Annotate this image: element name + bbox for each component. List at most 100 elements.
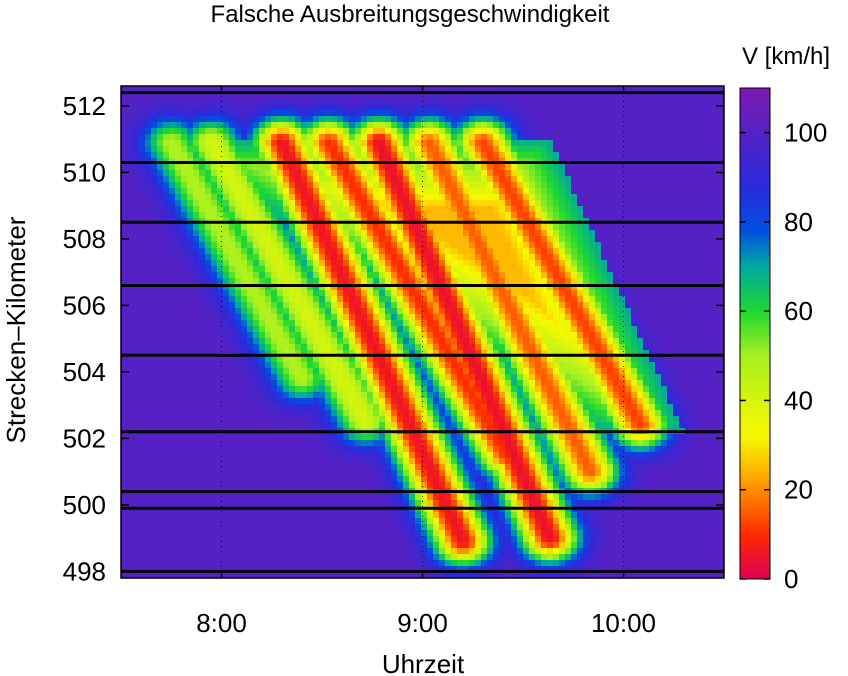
heatmap-cell <box>493 356 500 363</box>
heatmap-cell <box>205 176 212 183</box>
heatmap-cell <box>529 152 536 159</box>
heatmap-cell <box>391 188 398 195</box>
heatmap-cell <box>655 236 662 243</box>
heatmap-cell <box>577 92 584 99</box>
heatmap-cell <box>235 308 242 315</box>
heatmap-cell <box>217 266 224 273</box>
heatmap-cell <box>133 266 140 273</box>
heatmap-cell <box>403 326 410 333</box>
heatmap-cell <box>547 302 554 309</box>
heatmap-cell <box>289 356 296 363</box>
heatmap-cell <box>223 284 230 291</box>
heatmap-cell <box>121 332 128 339</box>
heatmap-cell <box>631 104 638 111</box>
heatmap-cell <box>559 278 566 285</box>
heatmap-cell <box>607 212 614 219</box>
heatmap-cell <box>151 362 158 369</box>
heatmap-cell <box>541 374 548 381</box>
heatmap-cell <box>583 278 590 285</box>
heatmap-cell <box>643 116 650 123</box>
heatmap-cell <box>505 134 512 141</box>
heatmap-cell <box>559 344 566 351</box>
heatmap-cell <box>703 320 710 327</box>
heatmap-cell <box>223 356 230 363</box>
heatmap-cell <box>589 266 596 273</box>
heatmap-cell <box>367 254 374 261</box>
heatmap-cell <box>577 182 584 189</box>
heatmap-cell <box>625 116 632 123</box>
heatmap-cell <box>583 104 590 111</box>
heatmap-cell <box>499 92 506 99</box>
heatmap-cell <box>325 260 332 267</box>
heatmap-cell <box>145 362 152 369</box>
heatmap-cell <box>247 344 254 351</box>
heatmap-cell <box>583 128 590 135</box>
heatmap-cell <box>469 122 476 129</box>
heatmap-cell <box>133 170 140 177</box>
heatmap-cell <box>505 110 512 117</box>
heatmap-cell <box>319 308 326 315</box>
heatmap-cell <box>337 302 344 309</box>
heatmap-cell <box>481 188 488 195</box>
heatmap-cell <box>691 140 698 147</box>
heatmap-cell <box>637 350 644 357</box>
heatmap-cell <box>277 308 284 315</box>
heatmap-cell <box>481 170 488 177</box>
heatmap-cell <box>523 362 530 369</box>
heatmap-cell <box>697 284 704 291</box>
heatmap-cell <box>427 290 434 297</box>
heatmap-cell <box>499 272 506 279</box>
heatmap-cell <box>295 188 302 195</box>
heatmap-cell <box>313 206 320 213</box>
heatmap-cell <box>301 176 308 183</box>
heatmap-cell <box>427 326 434 333</box>
heatmap-cell <box>559 248 566 255</box>
heatmap-cell <box>373 140 380 147</box>
heatmap-cell <box>259 122 266 129</box>
heatmap-cell <box>337 308 344 315</box>
heatmap-cell <box>289 116 296 123</box>
heatmap-cell <box>331 308 338 315</box>
heatmap-cell <box>439 356 446 363</box>
heatmap-cell <box>421 296 428 303</box>
heatmap-cell <box>385 230 392 237</box>
heatmap-cell <box>685 248 692 255</box>
heatmap-cell <box>355 152 362 159</box>
heatmap-cell <box>415 272 422 279</box>
heatmap-cell <box>571 104 578 111</box>
heatmap-cell <box>223 314 230 321</box>
heatmap-cell <box>451 350 458 357</box>
heatmap-cell <box>673 254 680 261</box>
heatmap-cell <box>265 86 272 93</box>
heatmap-cell <box>637 278 644 285</box>
heatmap-cell <box>343 200 350 207</box>
heatmap-cell <box>541 164 548 171</box>
heatmap-cell <box>193 308 200 315</box>
heatmap-cell <box>379 320 386 327</box>
heatmap-cell <box>595 98 602 105</box>
heatmap-cell <box>373 344 380 351</box>
heatmap-cell <box>493 110 500 117</box>
heatmap-cell <box>715 212 722 219</box>
heatmap-cell <box>583 200 590 207</box>
heatmap-cell <box>577 308 584 315</box>
heatmap-cell <box>373 242 380 249</box>
heatmap-cell <box>379 182 386 189</box>
heatmap-cell <box>301 344 308 351</box>
heatmap-cell <box>367 140 374 147</box>
heatmap-cell <box>367 296 374 303</box>
heatmap-cell <box>577 338 584 345</box>
heatmap-cell <box>331 302 338 309</box>
heatmap-cell <box>313 368 320 375</box>
heatmap-cell <box>223 212 230 219</box>
heatmap-cell <box>631 146 638 153</box>
heatmap-cell <box>145 272 152 279</box>
heatmap-cell <box>499 212 506 219</box>
heatmap-cell <box>247 86 254 93</box>
heatmap-cell <box>325 134 332 141</box>
heatmap-cell <box>517 212 524 219</box>
heatmap-cell <box>397 194 404 201</box>
heatmap-cell <box>205 344 212 351</box>
heatmap-cell <box>553 212 560 219</box>
heatmap-cell <box>259 212 266 219</box>
